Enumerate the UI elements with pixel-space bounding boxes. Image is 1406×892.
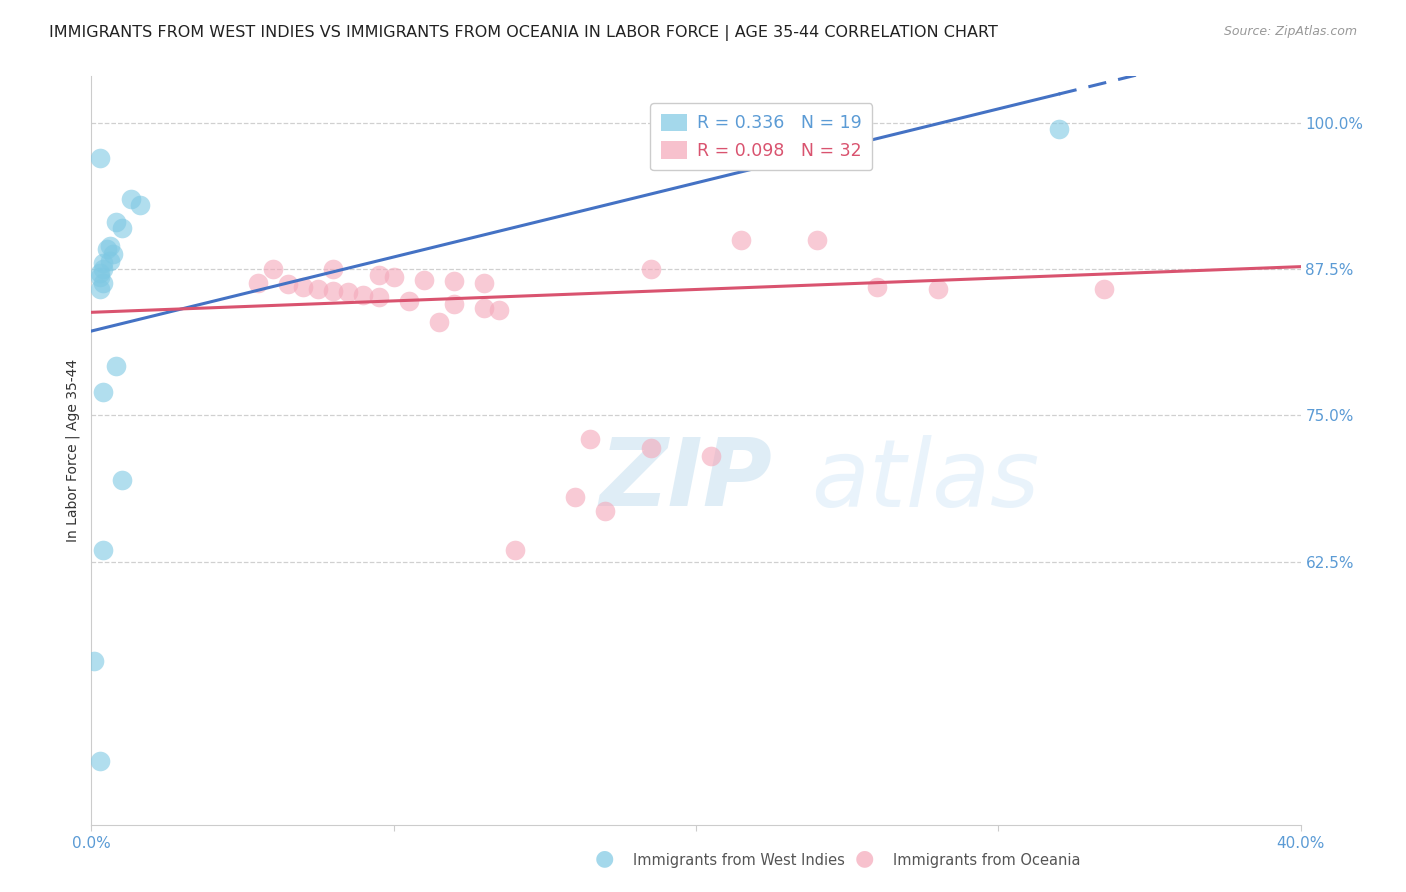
Point xyxy=(104,359,127,373)
Text: ●: ● xyxy=(855,848,875,868)
Text: Immigrants from Oceania: Immigrants from Oceania xyxy=(893,853,1080,868)
Point xyxy=(488,302,510,317)
Text: atlas: atlas xyxy=(811,435,1039,526)
Point xyxy=(337,285,360,300)
Point xyxy=(1047,121,1070,136)
Point xyxy=(352,287,374,301)
Point xyxy=(89,282,111,296)
Point xyxy=(307,282,329,296)
Point xyxy=(93,256,115,270)
Point xyxy=(427,315,450,329)
Point xyxy=(120,192,142,206)
Point xyxy=(89,265,111,279)
Text: ●: ● xyxy=(595,848,614,868)
Point xyxy=(1092,282,1115,296)
Point xyxy=(101,246,124,260)
Point xyxy=(96,242,118,256)
Point xyxy=(89,270,111,285)
Point xyxy=(128,197,150,211)
Point xyxy=(806,233,828,247)
Point xyxy=(83,654,105,668)
Point xyxy=(579,432,602,446)
Point xyxy=(262,262,284,277)
Point xyxy=(595,504,617,518)
Point xyxy=(443,274,465,288)
Point xyxy=(443,297,465,311)
Point xyxy=(111,221,132,235)
Point xyxy=(700,450,723,464)
Point xyxy=(89,754,111,768)
Point xyxy=(98,253,121,268)
Point xyxy=(927,282,949,296)
Legend: R = 0.336   N = 19, R = 0.098   N = 32: R = 0.336 N = 19, R = 0.098 N = 32 xyxy=(650,103,872,170)
Point xyxy=(472,276,495,290)
Point xyxy=(104,215,127,229)
Point xyxy=(413,272,436,286)
Point xyxy=(322,262,344,277)
Text: Immigrants from West Indies: Immigrants from West Indies xyxy=(633,853,845,868)
Point xyxy=(640,441,662,455)
Point xyxy=(292,279,315,293)
Point xyxy=(322,284,344,298)
Point xyxy=(93,543,115,558)
Point xyxy=(277,277,299,292)
Point xyxy=(93,276,115,290)
Point xyxy=(730,233,752,247)
Point xyxy=(89,151,111,165)
Text: Source: ZipAtlas.com: Source: ZipAtlas.com xyxy=(1223,25,1357,38)
Y-axis label: In Labor Force | Age 35-44: In Labor Force | Age 35-44 xyxy=(66,359,80,542)
Point xyxy=(564,490,586,504)
Point xyxy=(472,301,495,315)
Point xyxy=(367,290,389,304)
Point xyxy=(98,238,121,252)
Point xyxy=(382,270,405,285)
Text: ZIP: ZIP xyxy=(599,434,772,526)
Point xyxy=(640,262,662,277)
Point xyxy=(93,384,115,399)
Point xyxy=(111,473,132,487)
Point xyxy=(246,276,269,290)
Point xyxy=(367,268,389,282)
Point xyxy=(866,279,889,293)
Point xyxy=(93,262,115,277)
Point xyxy=(503,543,526,558)
Point xyxy=(398,293,420,308)
Text: IMMIGRANTS FROM WEST INDIES VS IMMIGRANTS FROM OCEANIA IN LABOR FORCE | AGE 35-4: IMMIGRANTS FROM WEST INDIES VS IMMIGRANT… xyxy=(49,25,998,41)
